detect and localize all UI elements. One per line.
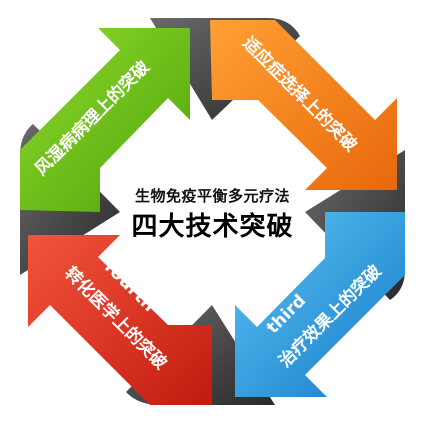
arrow-second <box>210 20 397 190</box>
arrow-third <box>235 212 405 397</box>
arrow-first <box>20 28 190 212</box>
segment-third: third 治疗效果上的突破 <box>235 212 405 397</box>
segment-fourth: fourth 转化医学上的突破 <box>28 235 212 405</box>
segment-second: second 适应症选择上的突破 <box>210 20 397 190</box>
arrow-fourth <box>28 235 212 405</box>
segment-first: first 风湿病病理上的突破 <box>20 28 190 212</box>
